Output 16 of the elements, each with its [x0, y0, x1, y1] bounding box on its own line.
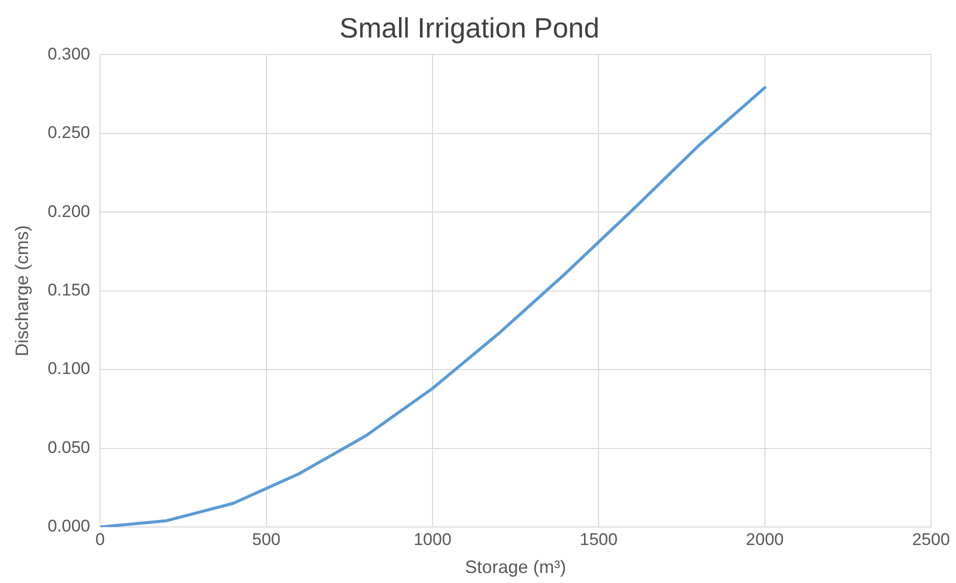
y-tick-label: 0.100: [48, 359, 90, 378]
y-axis-title: Discharge (cms): [12, 225, 32, 356]
y-tick-label: 0.150: [48, 280, 90, 300]
x-axis-title: Storage (m³): [465, 557, 566, 578]
x-tick-label: 1500: [580, 530, 618, 549]
y-tick-label: 0.000: [48, 516, 90, 536]
y-tick-label: 0.200: [48, 202, 90, 221]
x-tick-label: 500: [252, 530, 280, 549]
x-tick-label: 2000: [746, 530, 784, 549]
x-tick-label: 0: [95, 530, 105, 549]
y-tick-label: 0.050: [48, 438, 90, 457]
y-tick-label: 0.300: [48, 44, 90, 64]
y-tick-label: 0.250: [48, 123, 90, 142]
x-tick-label: 2500: [912, 530, 950, 549]
chart-title: Small Irrigation Pond: [340, 12, 600, 44]
x-tick-label: 1000: [414, 530, 452, 549]
